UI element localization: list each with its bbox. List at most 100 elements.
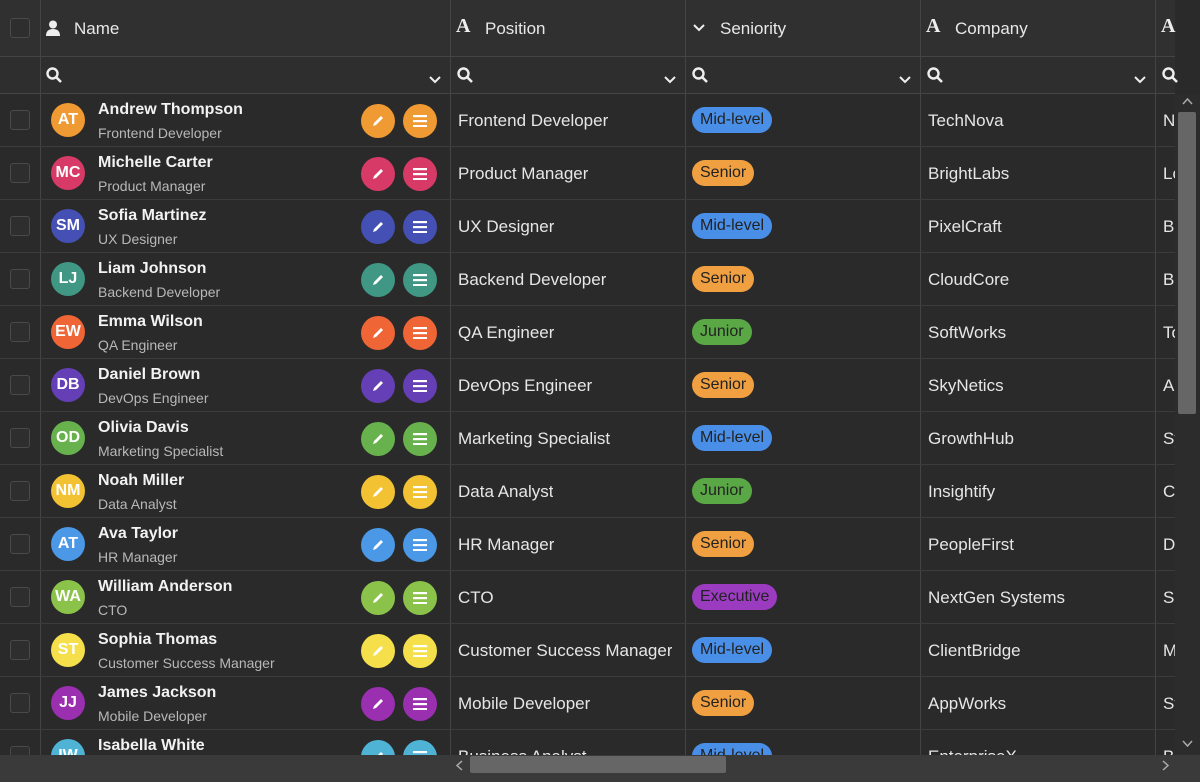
edit-button[interactable] [361,157,395,191]
row-checkbox[interactable] [10,110,30,130]
edit-button[interactable] [361,528,395,562]
row-checkbox[interactable] [10,375,30,395]
edit-button[interactable] [361,475,395,509]
menu-button[interactable] [403,263,437,297]
grid-row[interactable]: SM Sofia Martinez UX Designer UX Designer Mi… [0,200,1175,253]
menu-button[interactable] [403,528,437,562]
grid-row[interactable]: DB Daniel Brown DevOps Engineer DevOps Engi… [0,359,1175,412]
cell-border [450,253,451,305]
menu-button[interactable] [403,740,437,755]
grid-row[interactable]: LJ Liam Johnson Backend Developer Backend D… [0,253,1175,306]
column-header[interactable]: Company [955,19,1028,38]
next-column-cell: Lo [1163,164,1175,183]
row-checkbox[interactable] [10,640,30,660]
edit-button[interactable] [361,369,395,403]
grid-row[interactable]: JJ James Jackson Mobile Developer Mobile De… [0,677,1175,730]
cell-border [1155,147,1156,199]
search-icon[interactable] [692,67,708,88]
edit-button[interactable] [361,316,395,350]
cell-border [1155,412,1156,464]
menu-button[interactable] [403,634,437,668]
row-checkbox[interactable] [10,693,30,713]
search-icon[interactable] [1162,67,1178,88]
search-icon[interactable] [927,67,943,88]
avatar: AT [51,527,85,561]
horizontal-scrollbar[interactable] [0,755,1200,782]
filter-dropdown[interactable] [664,71,676,89]
menu-button[interactable] [403,422,437,456]
grid-row[interactable]: AT Ava Taylor HR Manager HR Manager Senior Pe… [0,518,1175,571]
chevron-icon [693,24,705,32]
select-all-checkbox[interactable] [10,18,30,38]
cell-border [450,518,451,570]
menu-button[interactable] [403,104,437,138]
cell-border [450,306,451,358]
avatar: WA [51,580,85,614]
cell-border [920,94,921,146]
cell-border [1155,465,1156,517]
person-subtitle: Customer Success Manager [98,655,275,671]
grid-row[interactable]: AT Andrew Thompson Frontend Developer Front… [0,94,1175,147]
search-icon[interactable] [457,67,473,88]
cell-border [40,200,41,252]
edit-button[interactable] [361,104,395,138]
menu-button[interactable] [403,687,437,721]
row-checkbox[interactable] [10,322,30,342]
seniority-badge: Senior [692,690,755,716]
row-checkbox[interactable] [10,269,30,289]
edit-button[interactable] [361,687,395,721]
grid-row[interactable]: IW Isabella White Business Analyst Mid-leve… [0,730,1175,755]
row-checkbox[interactable] [10,428,30,448]
menu-button[interactable] [403,581,437,615]
menu-button[interactable] [403,316,437,350]
row-checkbox[interactable] [10,746,30,755]
filter-dropdown[interactable] [1134,71,1146,89]
edit-button[interactable] [361,740,395,755]
scroll-thumb[interactable] [470,756,726,773]
row-checkbox[interactable] [10,534,30,554]
company-cell: SkyNetics [928,376,1004,395]
seniority-badge: Mid-level [692,213,773,239]
grid-row[interactable]: NM Noah Miller Data Analyst Data Analyst Jun… [0,465,1175,518]
edit-button[interactable] [361,210,395,244]
next-column-cell: Ba [1163,217,1175,236]
edit-button[interactable] [361,581,395,615]
person-subtitle: Frontend Developer [98,125,222,141]
cell-border [685,571,686,623]
edit-button[interactable] [361,263,395,297]
menu-button[interactable] [403,369,437,403]
menu-button[interactable] [403,210,437,244]
row-checkbox[interactable] [10,587,30,607]
cell-border [685,306,686,358]
search-icon[interactable] [46,67,62,88]
grid-row[interactable]: MC Michelle Carter Product Manager Product … [0,147,1175,200]
edit-button[interactable] [361,634,395,668]
row-checkbox[interactable] [10,481,30,501]
grid-row[interactable]: EW Emma Wilson QA Engineer QA Engineer Junio… [0,306,1175,359]
filter-dropdown[interactable] [429,71,441,89]
row-checkbox[interactable] [10,216,30,236]
scroll-thumb[interactable] [1178,112,1196,414]
grid-row[interactable]: OD Olivia Davis Marketing Specialist Market… [0,412,1175,465]
filter-dropdown[interactable] [899,71,911,89]
edit-button[interactable] [361,422,395,456]
cell-border [920,518,921,570]
cell-border [920,677,921,729]
column-header[interactable]: Seniority [720,19,787,38]
next-column-cell: Du [1163,535,1175,554]
text-icon: A [456,15,471,37]
cell-border [920,200,921,252]
menu-button[interactable] [403,157,437,191]
grid-row[interactable]: WA William Anderson CTO CTO Executive NextGen… [0,571,1175,624]
next-column-cell: B [1163,747,1174,755]
grid-row[interactable]: ST Sophia Thomas Customer Success Manager C… [0,624,1175,677]
cell-border [685,200,686,252]
column-header[interactable]: Position [485,19,546,38]
position-cell: Customer Success Manager [458,641,673,660]
company-cell: TechNova [928,111,1004,130]
row-checkbox[interactable] [10,163,30,183]
vertical-scrollbar[interactable] [1175,94,1200,755]
column-header[interactable]: Name [74,19,120,38]
seniority-badge: Mid-level [692,107,773,133]
menu-button[interactable] [403,475,437,509]
